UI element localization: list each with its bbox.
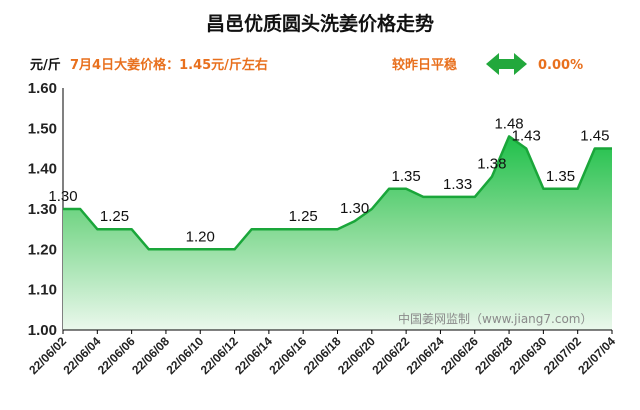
change-value: 0.00% — [538, 58, 583, 73]
data-label: 1.38 — [477, 156, 506, 173]
data-label: 1.48 — [494, 115, 523, 132]
data-label: 1.35 — [392, 168, 421, 185]
price-area — [63, 135, 612, 330]
data-label: 1.25 — [100, 208, 129, 225]
data-label: 1.35 — [546, 168, 575, 185]
data-label: 1.30 — [48, 188, 77, 205]
y-tick-label: 1.10 — [28, 282, 57, 299]
data-label: 1.20 — [186, 228, 215, 245]
y-axis: 1.00 1.10 1.20 1.30 1.40 1.50 1.60 — [28, 80, 64, 339]
data-label: 1.43 — [512, 128, 541, 145]
compare-label: 较昨日平稳 — [392, 57, 457, 73]
data-label: 1.25 — [289, 208, 318, 225]
price-note: 7月4日大姜价格：1.45元/斤左右 — [70, 57, 268, 73]
chart-title: 昌邑优质圆头洗姜价格走势 — [206, 12, 434, 35]
data-label: 1.33 — [443, 176, 472, 193]
x-axis: 22/06/0222/06/0422/06/0622/06/0822/06/10… — [26, 329, 618, 377]
price-area-fill — [63, 136, 612, 330]
watermark: 中国姜网监制（www.jiang7.com） — [398, 311, 592, 326]
data-label: 1.30 — [340, 200, 369, 217]
price-line — [63, 135, 612, 251]
y-tick-label: 1.00 — [28, 322, 57, 339]
data-labels: 1.30 1.25 1.20 1.25 1.30 1.35 1.33 1.38 1.481.43… — [48, 115, 609, 245]
y-tick-label: 1.30 — [28, 201, 57, 218]
y-tick-label: 1.60 — [28, 80, 57, 97]
data-label: 1.45 — [580, 128, 609, 145]
y-tick-label: 1.50 — [28, 120, 57, 137]
unit-label: 元/斤 — [30, 57, 61, 73]
x-tick-label: 22/07/04 — [575, 334, 618, 377]
y-tick-label: 1.40 — [28, 161, 57, 178]
y-tick-label: 1.20 — [28, 241, 57, 258]
double-arrow-icon — [486, 53, 527, 75]
